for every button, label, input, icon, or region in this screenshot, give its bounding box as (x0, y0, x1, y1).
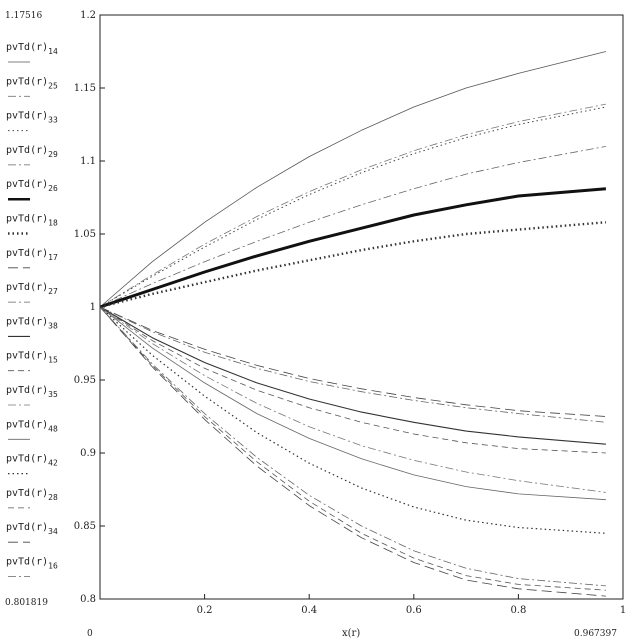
legend-subscript: 42 (48, 459, 58, 468)
series-line-27 (99, 306, 606, 423)
x-max-label: 0.967397 (574, 629, 617, 639)
x-min-label: 0 (87, 629, 93, 639)
x-axis-label: x(r) (342, 628, 360, 639)
y-tick-label: 1.05 (74, 229, 96, 240)
y-min-label: 0.801819 (5, 598, 48, 608)
series-line-26 (99, 187, 607, 309)
legend-name: pvTd(r) (6, 522, 48, 533)
legend-name: pvTd(r) (6, 419, 48, 430)
legend-name: pvTd(r) (6, 214, 48, 225)
legend-name: pvTd(r) (6, 42, 48, 53)
x-tick-label: 0.4 (301, 605, 317, 616)
y-tick-label: 0.95 (74, 375, 96, 386)
series-line-17 (99, 306, 606, 417)
legend-subscript: 25 (48, 81, 58, 90)
x-ticks: 0.2 0.4 0.6 0.8 1 (99, 594, 626, 616)
series-line-38 (99, 306, 606, 445)
legend-label-38: pvTd(r)38 (6, 316, 58, 330)
legend-subscript: 18 (48, 219, 58, 228)
legend-subscript: 27 (48, 287, 58, 296)
plot-frame (99, 14, 624, 600)
legend-subscript: 28 (48, 493, 58, 502)
legend-label-16: pvTd(r)16 (6, 557, 58, 571)
y-max-label: 1.17516 (5, 11, 42, 21)
legend: pvTd(r)14pvTd(r)25pvTd(r)33pvTd(r)29pvTd… (6, 42, 58, 577)
legend-label-29: pvTd(r)29 (6, 145, 58, 159)
legend-subscript: 16 (48, 562, 58, 571)
legend-name: pvTd(r) (6, 282, 48, 293)
legend-name: pvTd(r) (6, 145, 48, 156)
legend-name: pvTd(r) (6, 351, 48, 362)
legend-subscript: 33 (48, 116, 58, 125)
legend-subscript: 29 (48, 150, 58, 159)
legend-subscript: 26 (48, 184, 58, 193)
legend-subscript: 35 (48, 390, 58, 399)
legend-label-25: pvTd(r)25 (6, 76, 58, 90)
series-line-18 (99, 221, 606, 309)
legend-label-28: pvTd(r)28 (6, 488, 58, 502)
y-tick-label: 1 (90, 302, 96, 313)
y-tick-label: 0.8 (80, 594, 96, 605)
legend-name: pvTd(r) (6, 488, 48, 499)
legend-label-35: pvTd(r)35 (6, 385, 58, 399)
legend-label-34: pvTd(r)34 (6, 522, 58, 536)
series-line-25 (99, 103, 606, 308)
y-tick-label: 1.1 (80, 156, 96, 167)
legend-label-17: pvTd(r)17 (6, 248, 58, 262)
legend-name: pvTd(r) (6, 76, 48, 87)
y-ticks: 0.8 0.85 0.9 0.95 1 1.05 1.1 1.15 1.2 (74, 10, 105, 605)
legend-name: pvTd(r) (6, 385, 48, 396)
legend-name: pvTd(r) (6, 179, 48, 190)
legend-name: pvTd(r) (6, 316, 48, 327)
x-tick-label: 0.8 (510, 605, 526, 616)
legend-label-27: pvTd(r)27 (6, 282, 58, 296)
x-tick-label: 0.6 (406, 605, 422, 616)
series-line-28 (99, 306, 606, 591)
legend-label-42: pvTd(r)42 (6, 454, 58, 468)
legend-label-14: pvTd(r)14 (6, 42, 58, 56)
legend-name: pvTd(r) (6, 111, 48, 122)
y-tick-label: 0.9 (80, 448, 96, 459)
series-line-33 (99, 106, 606, 308)
legend-subscript: 15 (48, 356, 58, 365)
legend-label-15: pvTd(r)15 (6, 351, 58, 365)
x-tick-label: 0.2 (197, 605, 213, 616)
legend-name: pvTd(r) (6, 557, 48, 568)
series-line-48 (99, 306, 606, 501)
series-layer (99, 51, 607, 597)
y-tick-label: 1.2 (80, 10, 96, 21)
legend-label-18: pvTd(r)18 (6, 214, 58, 228)
legend-subscript: 48 (48, 424, 58, 433)
series-line-14 (99, 51, 606, 308)
legend-subscript: 38 (48, 321, 58, 330)
series-line-15 (99, 306, 606, 454)
legend-subscript: 34 (48, 527, 58, 536)
legend-name: pvTd(r) (6, 454, 48, 465)
y-tick-label: 1.15 (74, 83, 96, 94)
legend-label-48: pvTd(r)48 (6, 419, 58, 433)
series-line-42 (99, 306, 606, 534)
x-tick-label: 1 (620, 605, 626, 616)
series-line-34 (99, 306, 606, 597)
series-line-29 (99, 146, 606, 308)
y-tick-label: 0.85 (74, 521, 96, 532)
legend-label-26: pvTd(r)26 (6, 179, 58, 193)
series-line-16 (99, 306, 606, 587)
legend-name: pvTd(r) (6, 248, 48, 259)
legend-subscript: 17 (48, 253, 58, 262)
legend-subscript: 14 (48, 47, 58, 56)
legend-label-33: pvTd(r)33 (6, 111, 58, 125)
series-line-35 (99, 306, 606, 493)
